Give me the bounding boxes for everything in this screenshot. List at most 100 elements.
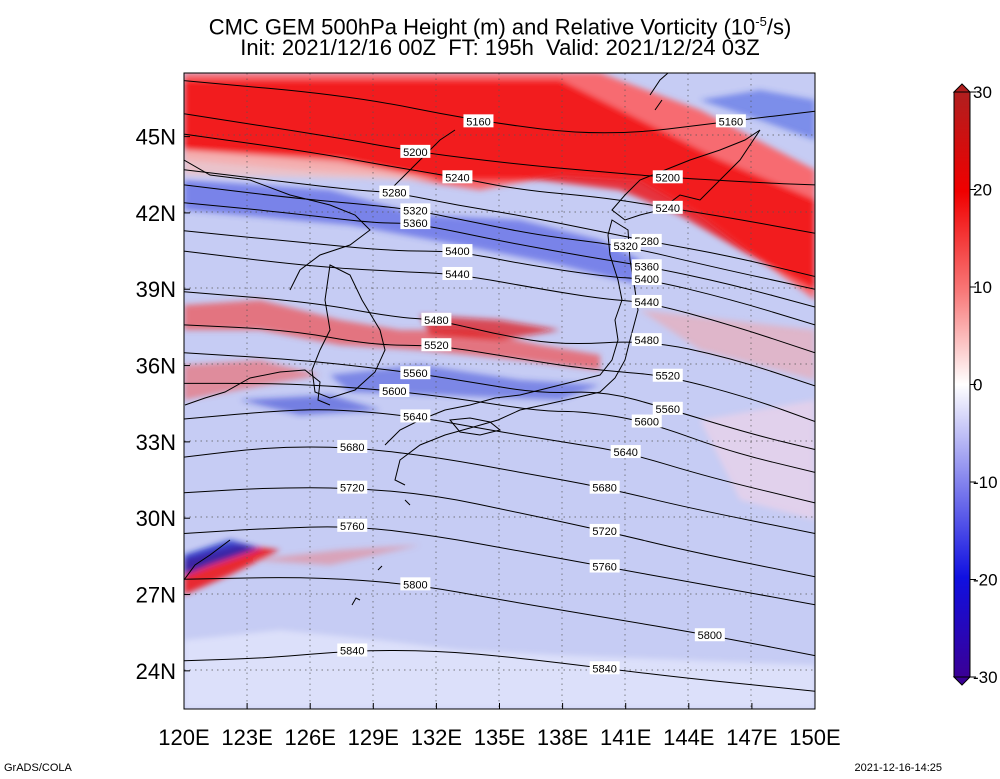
contour-label: 5440 — [445, 269, 469, 281]
contour-label-bg — [400, 409, 431, 423]
taiwan-coast — [184, 539, 231, 581]
contour-label-bg — [421, 338, 452, 352]
contour-label-bg — [589, 480, 620, 494]
contour-label: 5560 — [656, 404, 680, 416]
korea-peninsula — [311, 264, 386, 399]
y-tick-label: 27N — [136, 583, 176, 608]
chart-title-line-1: CMC GEM 500hPa Height (m) and Relative V… — [0, 10, 1000, 39]
y-tick-label: 45N — [136, 125, 176, 150]
colorbar-tick-label: 20 — [973, 181, 992, 200]
contour-label-bg — [652, 200, 683, 214]
x-tick-label: 123E — [221, 725, 272, 750]
contour-label: 5640 — [613, 447, 637, 459]
contour-5200 — [184, 113, 815, 186]
honshu-kyushu-coast — [384, 219, 639, 486]
contour-label: 5720 — [340, 483, 364, 495]
contour-label: 5360 — [403, 218, 427, 230]
contour-label: 5480 — [634, 335, 658, 347]
contour-5320 — [184, 184, 815, 290]
x-tick-label: 120E — [158, 725, 209, 750]
lat-lon-grid — [184, 73, 815, 709]
x-tick-label: 150E — [789, 725, 840, 750]
contour-label-bg — [610, 445, 641, 459]
colorbar-bottom-arrow — [952, 676, 972, 686]
plot-area: 5160 516052005200524052405280528053205320… — [184, 73, 815, 709]
title-line-1-end: /s) — [766, 14, 792, 40]
shikoku-coast — [449, 417, 502, 436]
contour-5640 — [184, 409, 815, 504]
contour-label: 5600 — [382, 386, 406, 398]
contour-label: 5440 — [634, 297, 658, 309]
contour-label-bg — [463, 114, 494, 128]
contour-label-bg — [337, 480, 368, 494]
contour-label: 5520 — [656, 371, 680, 383]
contour-5520 — [184, 324, 815, 422]
contour-5800 — [184, 577, 815, 657]
contour-label: 5600 — [634, 417, 658, 429]
russia-coast — [384, 129, 456, 196]
contour-label: 5640 — [403, 411, 427, 423]
contour-label-bg — [421, 312, 452, 326]
contour-label: 5160 — [466, 116, 490, 128]
contour-label-bg — [715, 114, 746, 128]
contour-label: 5720 — [592, 526, 616, 538]
colorbar-tick-label: 0 — [973, 376, 982, 395]
contour-label: 5480 — [424, 315, 448, 327]
manchuria-coast — [184, 159, 371, 291]
contour-label: 5320 — [613, 241, 637, 253]
footer-timestamp: 2021-12-16-14:25 — [854, 762, 942, 774]
title-superscript: -5 — [755, 14, 767, 29]
ryukyu-islands — [351, 499, 411, 606]
contour-label: 5840 — [340, 645, 364, 657]
x-tick-label: 132E — [411, 725, 462, 750]
colorbar-tick-label: 10 — [973, 278, 992, 297]
y-tick-label: 36N — [136, 354, 176, 379]
contour-label-bg — [589, 661, 620, 675]
x-tick-label: 135E — [474, 725, 525, 750]
contour-label-bg — [379, 185, 410, 199]
contour-label-bg — [652, 368, 683, 382]
contour-label: 5760 — [592, 562, 616, 574]
contour-label-bg — [337, 439, 368, 453]
contour-label: 5240 — [656, 203, 680, 215]
contour-label-bg — [610, 238, 641, 252]
x-tick-label: 147E — [726, 725, 777, 750]
x-tick-label: 144E — [663, 725, 714, 750]
contour-label: 5200 — [656, 172, 680, 184]
x-tick-label: 129E — [348, 725, 399, 750]
contour-label: 5520 — [424, 340, 448, 352]
contour-label-bg — [442, 244, 473, 258]
contour-label-bg — [652, 170, 683, 184]
contour-label: 5840 — [592, 663, 616, 675]
contour-label-bg — [337, 643, 368, 657]
contour-label-bg — [589, 523, 620, 537]
colorbar: 30 20 10 0 -10 -20 -30 — [952, 83, 998, 687]
contour-5680 — [184, 446, 815, 534]
contour-label-bg — [379, 384, 410, 397]
y-tick-label: 30N — [136, 506, 176, 531]
colorbar-tick-label: -30 — [973, 668, 998, 687]
contour-5280 — [184, 169, 815, 277]
y-tick-label: 24N — [136, 659, 176, 684]
contour-label: 5160 — [719, 116, 743, 128]
colorbar-tick-label: 30 — [973, 83, 992, 102]
sakhalin-coast — [649, 73, 669, 111]
contour-5720 — [184, 487, 815, 578]
colorbar-tick-label: -20 — [973, 571, 998, 590]
contour-5760 — [184, 526, 815, 606]
contour-label-bg — [400, 577, 431, 591]
colorbar-ticks: 30 20 10 0 -10 -20 -30 — [970, 83, 998, 687]
contour-label-bg — [694, 628, 725, 642]
contour-label-bg — [589, 559, 620, 573]
coastlines — [184, 73, 761, 606]
x-axis: 120E 123E 126E 129E 132E 135E 138E 141E 144E 147E… — [158, 703, 841, 750]
contour-label: 5760 — [340, 521, 364, 533]
contour-label: 5800 — [403, 579, 427, 591]
contour-label: 5680 — [592, 483, 616, 495]
contour-label-bg — [631, 272, 662, 286]
contour-label: 5320 — [403, 205, 427, 217]
contour-label-bg — [442, 266, 473, 280]
x-tick-label: 141E — [600, 725, 651, 750]
contour-5480 — [184, 291, 815, 387]
contour-label: 5400 — [634, 274, 658, 286]
